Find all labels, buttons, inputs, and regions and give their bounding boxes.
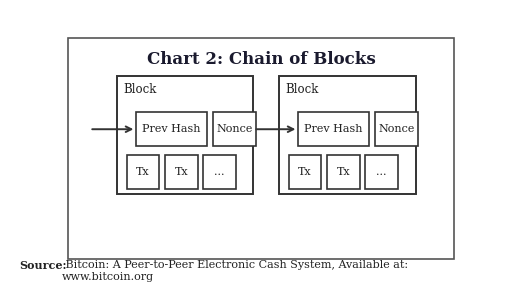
FancyBboxPatch shape	[212, 112, 256, 146]
Text: Prev Hash: Prev Hash	[142, 124, 201, 134]
FancyBboxPatch shape	[164, 155, 197, 189]
FancyBboxPatch shape	[364, 155, 397, 189]
FancyBboxPatch shape	[203, 155, 235, 189]
Text: Block: Block	[123, 83, 156, 96]
FancyBboxPatch shape	[288, 155, 321, 189]
Text: Source:: Source:	[19, 260, 67, 271]
Text: Tx: Tx	[298, 167, 312, 177]
FancyBboxPatch shape	[68, 38, 454, 259]
Text: Bitcoin: A Peer-to-Peer Electronic Cash System, Available at:
www.bitcoin.org: Bitcoin: A Peer-to-Peer Electronic Cash …	[62, 260, 407, 282]
FancyBboxPatch shape	[136, 112, 207, 146]
FancyBboxPatch shape	[117, 76, 253, 194]
Text: Nonce: Nonce	[216, 124, 252, 134]
Text: Tx: Tx	[136, 167, 150, 177]
Text: Nonce: Nonce	[378, 124, 414, 134]
FancyBboxPatch shape	[326, 155, 359, 189]
Text: Chart 2: Chain of Blocks: Chart 2: Chain of Blocks	[147, 51, 375, 68]
Text: Block: Block	[285, 83, 318, 96]
Text: Prev Hash: Prev Hash	[304, 124, 362, 134]
Text: Tx: Tx	[174, 167, 188, 177]
Text: ...: ...	[376, 167, 386, 177]
Text: Tx: Tx	[336, 167, 349, 177]
FancyBboxPatch shape	[374, 112, 417, 146]
FancyBboxPatch shape	[126, 155, 159, 189]
Text: ...: ...	[214, 167, 224, 177]
FancyBboxPatch shape	[298, 112, 369, 146]
FancyBboxPatch shape	[278, 76, 415, 194]
